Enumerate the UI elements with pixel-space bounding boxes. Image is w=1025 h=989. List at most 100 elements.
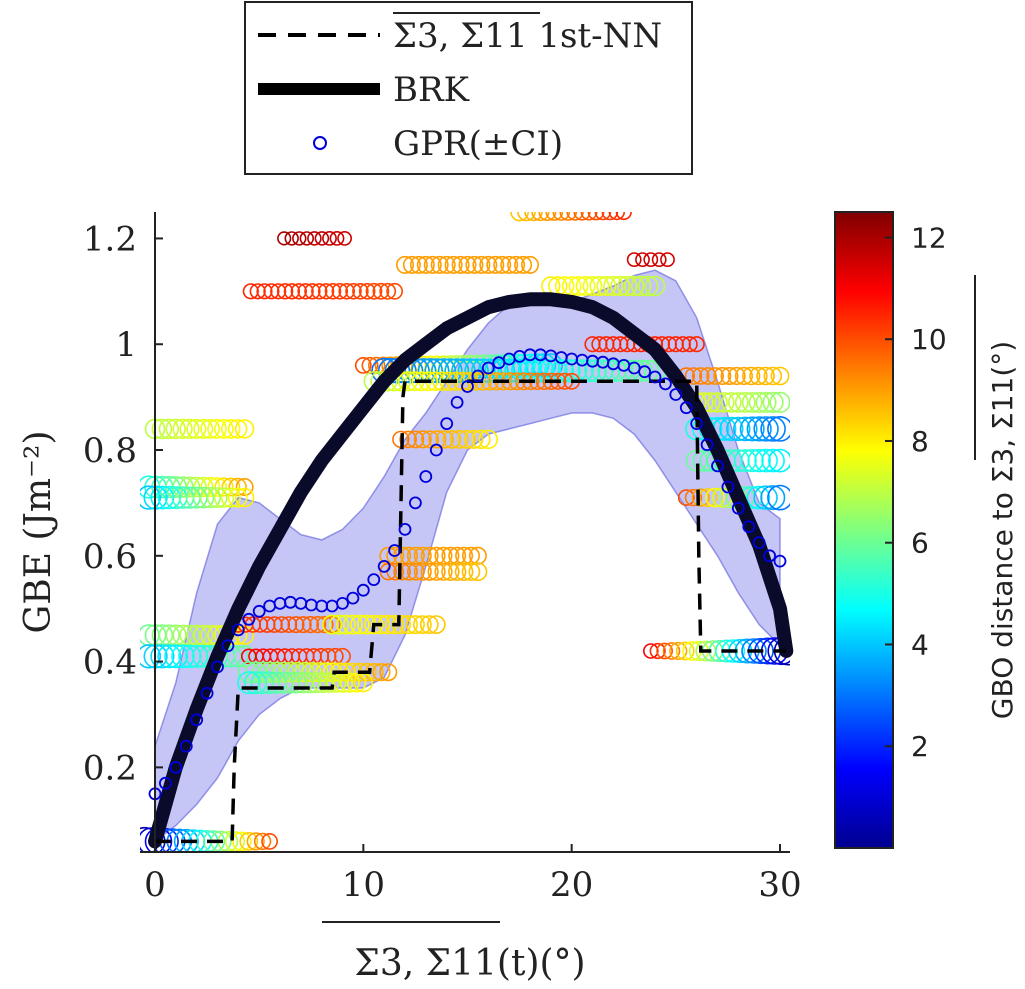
gpr-point bbox=[450, 395, 464, 409]
scatter-point bbox=[435, 430, 454, 449]
gpr-point bbox=[731, 501, 745, 515]
scatter-point bbox=[649, 642, 666, 660]
scatter-point bbox=[626, 252, 642, 267]
scatter-point bbox=[242, 283, 259, 300]
scatter-point bbox=[538, 212, 557, 221]
scatter-point bbox=[769, 391, 790, 413]
scatter-point bbox=[517, 212, 536, 222]
scatter-point bbox=[277, 231, 292, 246]
gpr-point bbox=[200, 686, 214, 700]
scatter-point bbox=[372, 663, 391, 682]
colorbar: 2 4 6 8 10 12 GBO distance to Σ3, Σ11(°) bbox=[834, 211, 1019, 849]
scatter-point bbox=[734, 366, 754, 386]
scatter-point bbox=[684, 488, 703, 507]
scatter-point bbox=[365, 282, 383, 300]
scatter-point bbox=[760, 485, 786, 511]
scatter-point bbox=[331, 282, 349, 300]
scatter-point bbox=[345, 282, 362, 300]
gpr-point bbox=[408, 496, 422, 510]
scatter-point bbox=[140, 644, 161, 669]
scatter-point bbox=[691, 488, 710, 507]
scatter-point bbox=[688, 336, 705, 353]
scatter-point bbox=[428, 430, 447, 449]
scatter-point bbox=[444, 255, 463, 274]
scatter-point bbox=[339, 672, 360, 693]
scatter-point bbox=[336, 614, 356, 635]
colorbar-tick-label: 10 bbox=[911, 323, 947, 356]
gpr-point bbox=[377, 560, 391, 573]
colorbar-tick-label: 2 bbox=[911, 730, 929, 763]
scatter-point bbox=[228, 419, 248, 439]
scatter-point bbox=[439, 371, 459, 391]
scatter-point bbox=[767, 416, 790, 442]
scatter-point bbox=[221, 419, 241, 439]
scatter-point bbox=[596, 275, 617, 296]
legend-label-brk: BRK bbox=[393, 70, 470, 110]
scatter-point bbox=[399, 430, 417, 449]
scatter-point bbox=[584, 359, 607, 383]
scatter-point bbox=[767, 484, 790, 511]
scatter-point bbox=[354, 356, 372, 374]
scatter-point bbox=[705, 487, 725, 508]
scatter-point bbox=[756, 366, 775, 386]
scatter-point bbox=[200, 418, 221, 439]
scatter-point bbox=[232, 831, 252, 852]
scatter-point bbox=[227, 487, 248, 508]
scatter-point bbox=[226, 645, 249, 668]
scatter-point bbox=[761, 448, 785, 473]
scatter-point bbox=[200, 476, 221, 497]
scatter-point bbox=[454, 562, 474, 582]
scatter-point bbox=[323, 615, 341, 634]
scatter-point bbox=[642, 643, 659, 659]
gpr-point bbox=[211, 660, 224, 674]
scatter-point bbox=[500, 255, 519, 274]
scatter-point bbox=[186, 624, 207, 646]
scatter-point bbox=[283, 283, 301, 300]
scatter-point bbox=[263, 283, 280, 300]
scatter-point bbox=[420, 562, 439, 581]
scatter-point bbox=[235, 477, 254, 496]
scatter-point bbox=[582, 276, 603, 296]
scatter-point bbox=[448, 562, 467, 581]
scatter-point bbox=[746, 416, 772, 442]
scatter-point bbox=[342, 614, 363, 635]
scatter-point bbox=[317, 283, 335, 300]
scatter-point bbox=[575, 276, 596, 296]
scatter-point bbox=[419, 615, 439, 635]
gpr-point bbox=[231, 623, 245, 637]
scatter-point bbox=[249, 283, 266, 300]
scatter-point bbox=[468, 562, 488, 582]
scatter-point bbox=[199, 487, 221, 509]
gpr-point bbox=[648, 370, 662, 384]
scatter-point bbox=[214, 477, 234, 497]
scatter-point bbox=[675, 641, 695, 661]
scatter-point bbox=[311, 283, 328, 300]
scatter-point bbox=[753, 416, 779, 442]
scatter-point bbox=[314, 231, 330, 246]
scatter-point bbox=[338, 282, 356, 300]
scatter-point bbox=[337, 230, 352, 246]
scatter-point bbox=[270, 283, 287, 300]
scatter-point bbox=[580, 212, 598, 221]
scatter-point bbox=[603, 275, 624, 297]
x-tick-label: 30 bbox=[758, 865, 801, 905]
colorbar-gradient bbox=[834, 211, 894, 849]
scatter-point bbox=[684, 367, 703, 385]
scatter-point bbox=[630, 359, 653, 382]
scatter-point bbox=[328, 614, 349, 635]
gpr-point bbox=[638, 365, 651, 379]
scatter-point bbox=[479, 255, 498, 274]
scatter-point bbox=[393, 562, 411, 581]
scatter-point bbox=[746, 485, 771, 510]
colorbar-ticks: 2 4 6 8 10 12 bbox=[885, 221, 947, 763]
scatter-point bbox=[635, 252, 650, 267]
scatter-point bbox=[520, 255, 539, 274]
scatter-point bbox=[552, 212, 571, 221]
scatter-point bbox=[740, 449, 764, 473]
scatter-point bbox=[430, 255, 449, 274]
gpr-point bbox=[742, 520, 756, 534]
legend-label-nn: Σ3, Σ11 1st-NN bbox=[393, 16, 662, 56]
scatter-point bbox=[193, 418, 214, 439]
scatter-point bbox=[406, 430, 425, 449]
scatter-point bbox=[409, 255, 428, 274]
